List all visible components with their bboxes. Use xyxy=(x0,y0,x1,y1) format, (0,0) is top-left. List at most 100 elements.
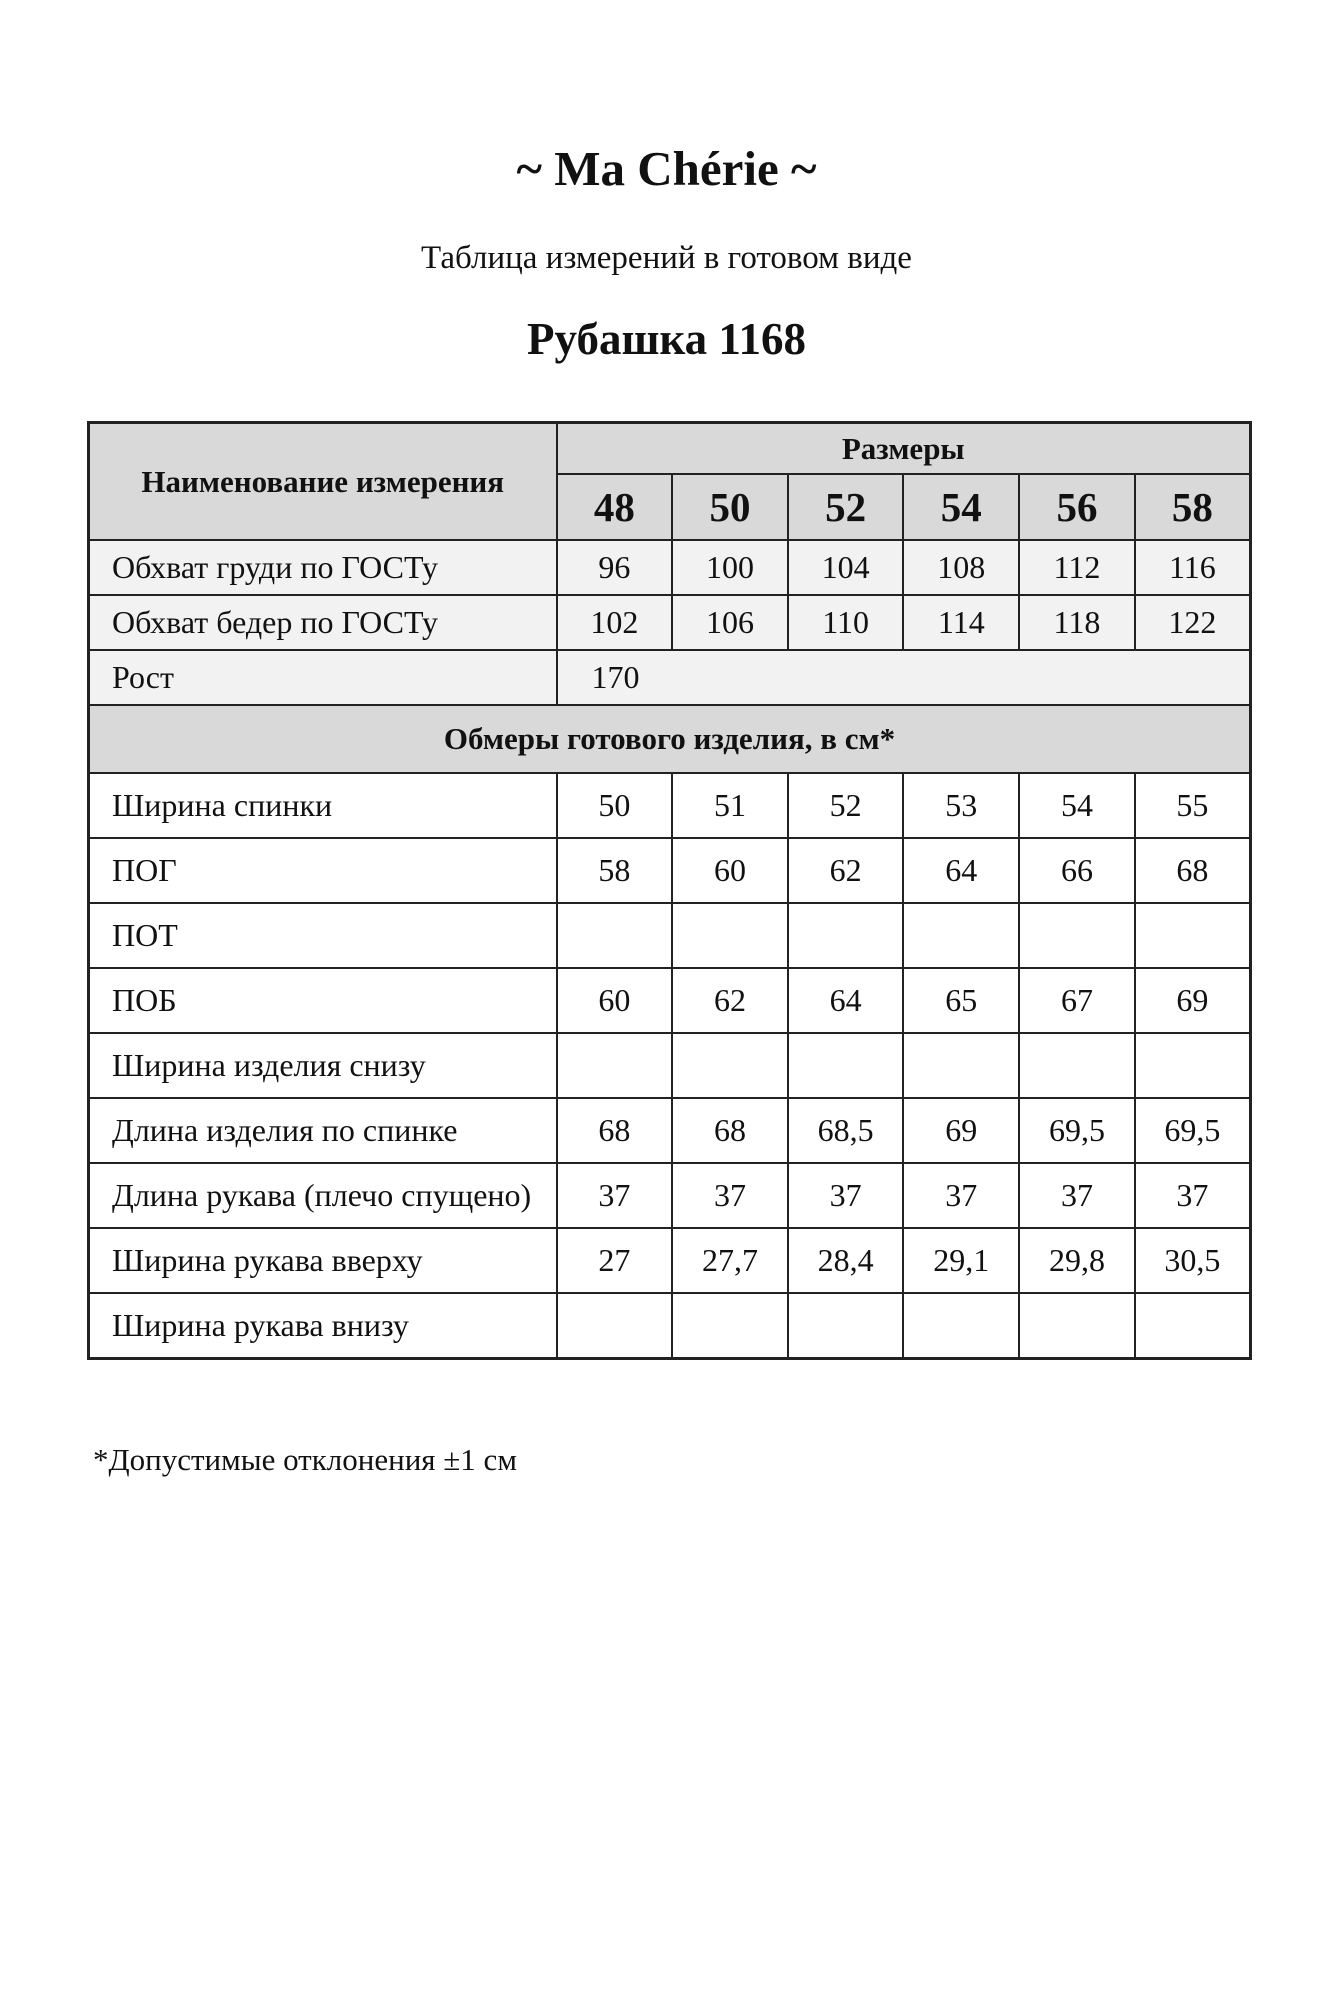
cell-value: 62 xyxy=(671,967,789,1034)
size-header: 58 xyxy=(1133,473,1252,541)
size-header: 54 xyxy=(902,473,1021,541)
table-row: Ширина изделия снизу xyxy=(87,1032,1252,1099)
cell-value: 68 xyxy=(671,1097,789,1164)
cell-value: 118 xyxy=(1018,594,1136,651)
cell-value xyxy=(1133,1292,1252,1359)
cell-value xyxy=(902,902,1021,969)
cell-value: 67 xyxy=(1018,967,1136,1034)
cell-value xyxy=(902,1292,1021,1359)
cell-value: 37 xyxy=(1133,1162,1252,1229)
size-header: 56 xyxy=(1018,473,1136,541)
cell-value xyxy=(786,1292,905,1359)
cell-value xyxy=(1133,1032,1252,1099)
cell-value xyxy=(671,1292,789,1359)
cell-value xyxy=(555,1032,674,1099)
cell-value: 62 xyxy=(786,837,905,904)
cell-value: 50 xyxy=(555,772,674,839)
size-chart-table: Наименование измерения Размеры 48 50 52 54 5… xyxy=(87,421,1252,1360)
table-row: Длина рукава (плечо спущено) 37 37 37 37 37 37 xyxy=(87,1162,1252,1229)
row-name: Длина изделия по спинке xyxy=(87,1097,558,1164)
cell-value: 53 xyxy=(902,772,1021,839)
cell-value xyxy=(1133,902,1252,969)
table-row: Ширина рукава вверху 27 27,7 28,4 29,1 29,8 30… xyxy=(87,1227,1252,1294)
height-row: Рост 170 xyxy=(87,649,1252,706)
cell-value: 37 xyxy=(1018,1162,1136,1229)
cell-value: 55 xyxy=(1133,772,1252,839)
cell-value: 64 xyxy=(786,967,905,1034)
table-row: Длина изделия по спинке 68 68 68,5 69 69,5 69,… xyxy=(87,1097,1252,1164)
cell-value: 68 xyxy=(1133,837,1252,904)
cell-value xyxy=(671,902,789,969)
sizes-header: Размеры xyxy=(555,421,1252,475)
cell-value: 37 xyxy=(902,1162,1021,1229)
row-name: Ширина спинки xyxy=(87,772,558,839)
cell-value: 51 xyxy=(671,772,789,839)
cell-value: 28,4 xyxy=(786,1227,905,1294)
cell-value xyxy=(902,1032,1021,1099)
table-row: Обхват бедер по ГОСТу 102 106 110 114 118 122 xyxy=(87,594,1252,651)
row-name: Ширина изделия снизу xyxy=(87,1032,558,1099)
cell-value xyxy=(1018,902,1136,969)
row-name: Рост xyxy=(87,649,558,706)
cell-value: 54 xyxy=(1018,772,1136,839)
cell-value: 106 xyxy=(671,594,789,651)
row-name: Ширина рукава внизу xyxy=(87,1292,558,1359)
table-row: ПОБ 60 62 64 65 67 69 xyxy=(87,967,1252,1034)
cell-value: 102 xyxy=(555,594,674,651)
cell-value: 37 xyxy=(671,1162,789,1229)
cell-value: 65 xyxy=(902,967,1021,1034)
cell-value: 69,5 xyxy=(1133,1097,1252,1164)
cell-value xyxy=(1018,1292,1136,1359)
table-row: Ширина спинки 50 51 52 53 54 55 xyxy=(87,772,1252,839)
cell-value: 69 xyxy=(1133,967,1252,1034)
size-header: 48 xyxy=(555,473,674,541)
cell-value: 108 xyxy=(902,539,1021,596)
name-header: Наименование измерения xyxy=(87,421,558,541)
footnote: *Допустимые отклонения ±1 см xyxy=(93,1442,517,1477)
cell-value: 58 xyxy=(555,837,674,904)
cell-value xyxy=(671,1032,789,1099)
cell-value: 37 xyxy=(786,1162,905,1229)
section-row: Обмеры готового изделия, в см* xyxy=(87,704,1252,774)
table-row: Обхват груди по ГОСТу 96 100 104 108 112 116 xyxy=(87,539,1252,596)
cell-value: 27 xyxy=(555,1227,674,1294)
cell-value: 29,1 xyxy=(902,1227,1021,1294)
row-name: Ширина рукава вверху xyxy=(87,1227,558,1294)
cell-value xyxy=(786,1032,905,1099)
cell-value xyxy=(786,902,905,969)
cell-value: 64 xyxy=(902,837,1021,904)
table-row: ПОГ 58 60 62 64 66 68 xyxy=(87,837,1252,904)
row-name: ПОБ xyxy=(87,967,558,1034)
cell-value xyxy=(1018,1032,1136,1099)
cell-value: 30,5 xyxy=(1133,1227,1252,1294)
table-row: ПОТ xyxy=(87,902,1252,969)
cell-value: 69 xyxy=(902,1097,1021,1164)
cell-value: 96 xyxy=(555,539,674,596)
cell-value: 69,5 xyxy=(1018,1097,1136,1164)
cell-value: 66 xyxy=(1018,837,1136,904)
cell-value: 112 xyxy=(1018,539,1136,596)
cell-value: 52 xyxy=(786,772,905,839)
cell-value: 68,5 xyxy=(786,1097,905,1164)
row-name: Длина рукава (плечо спущено) xyxy=(87,1162,558,1229)
subtitle: Таблица измерений в готовом виде xyxy=(421,240,912,276)
cell-value: 27,7 xyxy=(671,1227,789,1294)
cell-value: 60 xyxy=(671,837,789,904)
cell-value: 110 xyxy=(786,594,905,651)
cell-value: 60 xyxy=(555,967,674,1034)
cell-value: 116 xyxy=(1133,539,1252,596)
section-header: Обмеры готового изделия, в см* xyxy=(87,704,1252,774)
cell-value xyxy=(555,902,674,969)
size-header: 50 xyxy=(671,473,789,541)
row-name: ПОГ xyxy=(87,837,558,904)
cell-value: 29,8 xyxy=(1018,1227,1136,1294)
cell-value xyxy=(555,1292,674,1359)
sizes-row: 48 50 52 54 56 58 xyxy=(89,473,1252,541)
cell-value: 114 xyxy=(902,594,1021,651)
table-row: Ширина рукава внизу xyxy=(87,1292,1252,1359)
row-name: ПОТ xyxy=(87,902,558,969)
cell-value: 68 xyxy=(555,1097,674,1164)
row-name: Обхват груди по ГОСТу xyxy=(87,539,558,596)
size-header: 52 xyxy=(786,473,905,541)
cell-value: 170 xyxy=(555,649,1252,706)
